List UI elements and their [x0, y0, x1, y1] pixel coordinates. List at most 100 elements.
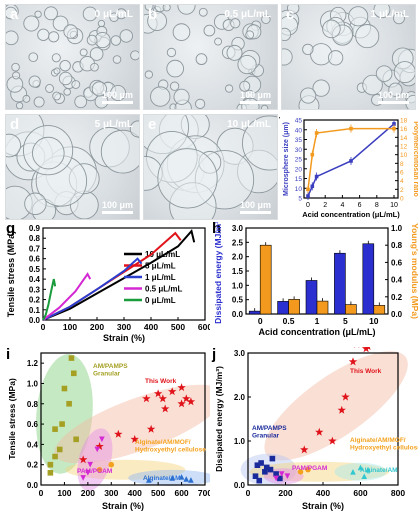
droplet: [198, 7, 208, 17]
y2-tick-label: 18: [400, 118, 408, 125]
droplet: [362, 74, 383, 96]
x-tick-label: 0: [258, 316, 263, 326]
droplet: [195, 53, 208, 66]
droplet: [6, 133, 22, 158]
droplet: [157, 148, 218, 209]
y-tick-label: 0.8: [29, 234, 41, 243]
droplet: [348, 6, 369, 27]
y-tick-label: 0.2: [29, 296, 41, 305]
droplet: [214, 37, 223, 46]
y2-tick-label: 0.4: [391, 276, 403, 285]
panel-label-c: c: [286, 6, 295, 23]
droplet: [52, 15, 69, 32]
bar-youngs-modulus: [316, 300, 329, 315]
data-point: [310, 152, 315, 157]
bar-youngs-modulus: [259, 244, 272, 315]
droplet: [169, 81, 180, 91]
chart-bg: [280, 114, 418, 220]
y-tick-label: 30: [295, 147, 303, 154]
scale-bar-b: 100 μm: [239, 90, 271, 104]
y-tick-label: 0.6: [29, 255, 41, 264]
data-point: [278, 471, 285, 477]
data-point: [79, 455, 88, 464]
data-point: [61, 385, 68, 392]
droplet: [388, 82, 403, 97]
y2-tick-label: 6: [400, 170, 404, 177]
annotation: Hydroxyethyl cellulose: [350, 445, 418, 452]
x-tick-label: 200: [278, 488, 292, 498]
annotation: PAM/PGAM: [292, 465, 327, 472]
series-line: [42, 257, 143, 321]
y-tick-label: 0.0: [234, 481, 246, 490]
droplet: [226, 44, 243, 61]
x-tick-label: 0: [41, 322, 46, 332]
droplet: [203, 24, 216, 37]
droplet: [44, 6, 58, 21]
y-tick-label: 35: [295, 137, 303, 144]
region-ellipse: [334, 462, 387, 481]
x-tick-label: 300: [104, 488, 118, 498]
droplet: [37, 28, 50, 41]
data-point: [68, 355, 75, 361]
x-tick-label: 200: [81, 488, 95, 498]
bar-youngs-modulus: [288, 299, 300, 315]
droplet: [6, 30, 19, 46]
annotation: Alginate/AM/MOF/: [350, 437, 406, 444]
concentration-label-b: 0.5 μL/mL: [224, 9, 271, 20]
panel-label-i: i: [6, 346, 11, 363]
data-point: [183, 476, 190, 482]
y-axis-label: Dissipated energy (MJ/m³): [213, 222, 223, 324]
data-point: [114, 429, 123, 438]
x-tick-label: 100: [63, 322, 77, 332]
y-tick-label: 0.9: [29, 224, 41, 233]
droplet: [286, 5, 300, 15]
y2-tick-label: 16: [400, 126, 408, 133]
droplet: [245, 30, 255, 40]
y2-tick-label: 4: [400, 178, 404, 185]
x-tick-label: 100: [57, 488, 71, 498]
droplet: [12, 71, 21, 80]
x-tick-label: 400: [144, 322, 158, 332]
data-point: [94, 446, 101, 453]
chart-g: 0 100 200 300 400 500 600 0.00.10.2 0.30.40.50.6…: [6, 224, 210, 343]
annotation: Alginate/AM: [143, 475, 181, 482]
bar-dissipated-energy: [277, 301, 289, 315]
droplet: [129, 120, 139, 138]
x-tick-label: 800: [391, 488, 405, 498]
legend-label: 0.5 μL/mL: [145, 285, 182, 294]
y2-tick-label: 0.8: [391, 241, 403, 250]
chart-h: 0.0 0.5 1.0 1.5 2.0 2.5 3.0 0.0 0.2 0.4 0.6 0.8 1.0 0…: [213, 222, 418, 337]
y-tick-label: 45: [295, 118, 303, 125]
x-axis-label: Acid concentration (μL/mL): [302, 210, 400, 219]
x-axis-label: Acid concentration (μL/mL): [258, 327, 375, 337]
droplet: [119, 29, 133, 43]
droplet-field: [144, 115, 277, 219]
scale-bar-a: 100 μm: [101, 90, 133, 104]
droplet: [28, 75, 41, 88]
x-tick-label: 600: [353, 488, 367, 498]
droplet: [147, 11, 168, 31]
data-point: [177, 399, 186, 408]
droplet: [86, 34, 98, 46]
data-point: [337, 405, 346, 414]
annotation: This Work: [350, 368, 382, 375]
droplet: [115, 8, 127, 20]
droplet: [28, 52, 39, 63]
y2-tick-label: 0.2: [391, 293, 403, 302]
micrograph-a: a 0 μL/mL 100 μm: [5, 4, 140, 110]
region-ellipse: [264, 351, 408, 461]
legend-label: 10 μL/mL: [145, 250, 180, 259]
scale-text-e: 100 μm: [239, 200, 271, 210]
data-point: [182, 394, 191, 403]
x-tick-label: 1: [315, 316, 320, 326]
y-tick-label: 0.0: [27, 481, 39, 490]
y-tick-label: 3.0: [232, 224, 244, 233]
scale-bar-c: 100 μm: [377, 90, 409, 104]
data-point: [300, 445, 309, 454]
data-point: [71, 370, 77, 377]
data-point: [161, 404, 170, 413]
droplet: [22, 94, 31, 103]
data-point: [361, 473, 368, 479]
y2-tick-label: 14: [400, 135, 408, 142]
droplet: [282, 27, 292, 42]
